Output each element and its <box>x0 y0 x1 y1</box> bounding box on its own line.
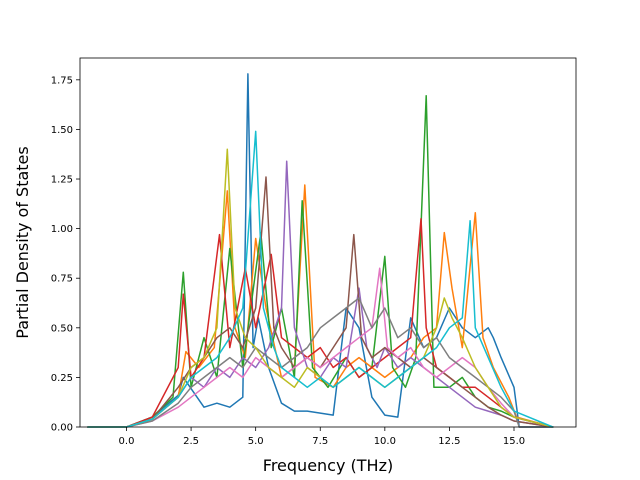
y-tick-label: 1.00 <box>51 224 73 235</box>
y-tick-label: 1.25 <box>51 175 73 186</box>
series-layer <box>87 73 554 428</box>
x-tick-label: 12.5 <box>438 436 460 447</box>
series-line-10 <box>87 130 554 428</box>
series-line-1 <box>87 73 554 428</box>
y-tick-label: 0.25 <box>51 373 73 384</box>
y-tick-label: 0.75 <box>51 274 73 285</box>
x-tick-label: 7.5 <box>312 436 328 447</box>
x-tick-label: 5.0 <box>248 436 264 447</box>
series-line-2 <box>87 184 554 428</box>
x-tick-label: 15.0 <box>503 436 525 447</box>
x-tick-label: 10.0 <box>374 436 396 447</box>
y-tick-label: 0.50 <box>51 323 73 334</box>
y-axis-title: Partial Density of States <box>13 146 32 338</box>
x-axis-title: Frequency (THz) <box>263 456 393 475</box>
plot-frame <box>79 57 577 428</box>
y-tick-label: 1.75 <box>51 75 73 86</box>
x-axis-ticks: 0.0 2.5 5.0 7.5 10.0 12.5 15.0 <box>119 427 525 447</box>
plot-area <box>80 58 576 427</box>
series-line-7 <box>87 267 554 428</box>
series-line-8 <box>87 297 554 428</box>
y-tick-label: 0.00 <box>51 423 73 434</box>
y-axis-ticks: 0.00 0.25 0.50 0.75 1.00 1.25 1.50 1.75 <box>51 75 80 434</box>
x-tick-label: 2.5 <box>183 436 199 447</box>
y-tick-label: 1.50 <box>51 125 73 136</box>
x-tick-label: 0.0 <box>119 436 135 447</box>
series-line-6 <box>87 176 554 428</box>
